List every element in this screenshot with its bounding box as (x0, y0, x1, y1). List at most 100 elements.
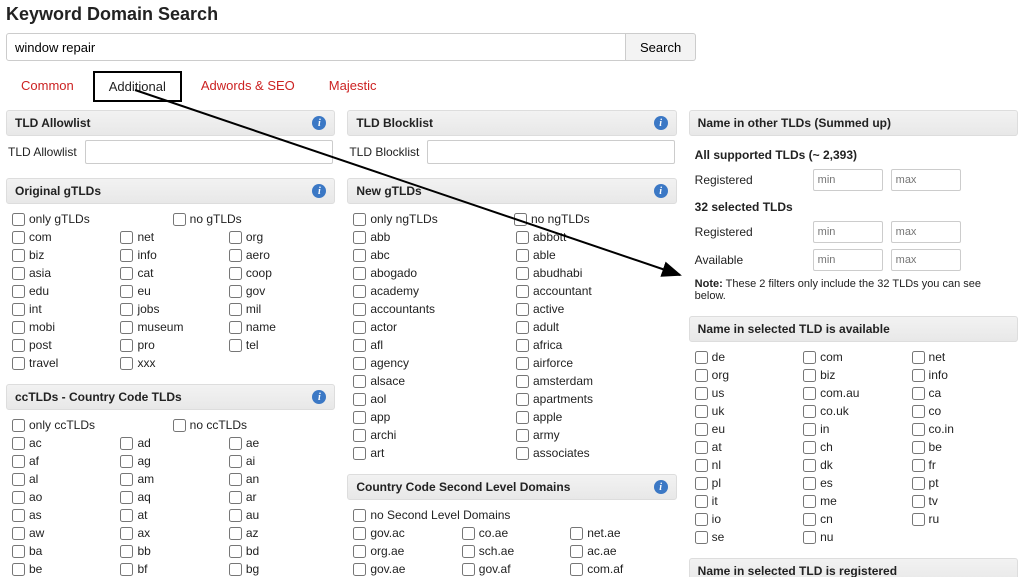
gtld-aero[interactable]: aero (227, 246, 331, 264)
avail-it[interactable]: it (693, 492, 797, 510)
gtld-mobi[interactable]: mobi (10, 318, 114, 336)
ccsld-gov-ac[interactable]: gov.ac (351, 524, 455, 542)
avail-de[interactable]: de (693, 348, 797, 366)
avail-nu[interactable]: nu (801, 528, 905, 546)
avail-uk[interactable]: uk (693, 402, 797, 420)
ccsld-gov-ae[interactable]: gov.ae (351, 560, 455, 577)
ngtld-adult[interactable]: adult (514, 318, 673, 336)
ccsld-com-af[interactable]: com.af (568, 560, 672, 577)
no-cctlds[interactable]: no ccTLDs (171, 416, 332, 434)
info-icon[interactable]: i (654, 116, 668, 130)
ccsld-net-ae[interactable]: net.ae (568, 524, 672, 542)
cctld-ba[interactable]: ba (10, 542, 114, 560)
avail-co-uk[interactable]: co.uk (801, 402, 905, 420)
cctld-ai[interactable]: ai (227, 452, 331, 470)
ngtld-aol[interactable]: aol (351, 390, 510, 408)
info-icon[interactable]: i (312, 116, 326, 130)
cctld-as[interactable]: as (10, 506, 114, 524)
ccsld-org-ae[interactable]: org.ae (351, 542, 455, 560)
gtld-mil[interactable]: mil (227, 300, 331, 318)
gtld-gov[interactable]: gov (227, 282, 331, 300)
gtld-asia[interactable]: asia (10, 264, 114, 282)
search-button[interactable]: Search (626, 33, 696, 61)
cctld-ac[interactable]: ac (10, 434, 114, 452)
avail-io[interactable]: io (693, 510, 797, 528)
ngtld-abogado[interactable]: abogado (351, 264, 510, 282)
sum-sel-reg-min[interactable] (813, 221, 883, 243)
cctld-ao[interactable]: ao (10, 488, 114, 506)
cctld-al[interactable]: al (10, 470, 114, 488)
gtld-post[interactable]: post (10, 336, 114, 354)
sum-sel-reg-max[interactable] (891, 221, 961, 243)
no-sld[interactable]: no Second Level Domains (351, 506, 512, 524)
ngtld-afl[interactable]: afl (351, 336, 510, 354)
ngtld-alsace[interactable]: alsace (351, 372, 510, 390)
gtld-edu[interactable]: edu (10, 282, 114, 300)
info-icon[interactable]: i (312, 390, 326, 404)
avail-eu[interactable]: eu (693, 420, 797, 438)
avail-fr[interactable]: fr (910, 456, 1014, 474)
ngtld-accountants[interactable]: accountants (351, 300, 510, 318)
allowlist-input[interactable] (85, 140, 334, 164)
gtld-tel[interactable]: tel (227, 336, 331, 354)
ngtld-africa[interactable]: africa (514, 336, 673, 354)
cctld-ad[interactable]: ad (118, 434, 222, 452)
cctld-ax[interactable]: ax (118, 524, 222, 542)
avail-me[interactable]: me (801, 492, 905, 510)
sum-all-reg-max[interactable] (891, 169, 961, 191)
cctld-aw[interactable]: aw (10, 524, 114, 542)
gtld-museum[interactable]: museum (118, 318, 222, 336)
cctld-ar[interactable]: ar (227, 488, 331, 506)
avail-net[interactable]: net (910, 348, 1014, 366)
ccsld-ac-ae[interactable]: ac.ae (568, 542, 672, 560)
only-ngtlds[interactable]: only ngTLDs (351, 210, 512, 228)
avail-in[interactable]: in (801, 420, 905, 438)
sum-all-reg-min[interactable] (813, 169, 883, 191)
gtld-eu[interactable]: eu (118, 282, 222, 300)
avail-at[interactable]: at (693, 438, 797, 456)
only-gtlds[interactable]: only gTLDs (10, 210, 171, 228)
avail-co-in[interactable]: co.in (910, 420, 1014, 438)
avail-org[interactable]: org (693, 366, 797, 384)
info-icon[interactable]: i (654, 480, 668, 494)
gtld-net[interactable]: net (118, 228, 222, 246)
avail-pl[interactable]: pl (693, 474, 797, 492)
ccsld-gov-af[interactable]: gov.af (460, 560, 564, 577)
avail-dk[interactable]: dk (801, 456, 905, 474)
avail-biz[interactable]: biz (801, 366, 905, 384)
sum-sel-avail-max[interactable] (891, 249, 961, 271)
avail-com-au[interactable]: com.au (801, 384, 905, 402)
gtld-org[interactable]: org (227, 228, 331, 246)
tab-common[interactable]: Common (6, 71, 89, 102)
cctld-bb[interactable]: bb (118, 542, 222, 560)
avail-info[interactable]: info (910, 366, 1014, 384)
blocklist-input[interactable] (427, 140, 674, 164)
avail-us[interactable]: us (693, 384, 797, 402)
ngtld-active[interactable]: active (514, 300, 673, 318)
ngtld-able[interactable]: able (514, 246, 673, 264)
avail-ca[interactable]: ca (910, 384, 1014, 402)
avail-be[interactable]: be (910, 438, 1014, 456)
gtld-name[interactable]: name (227, 318, 331, 336)
avail-se[interactable]: se (693, 528, 797, 546)
gtld-info[interactable]: info (118, 246, 222, 264)
gtld-travel[interactable]: travel (10, 354, 114, 372)
avail-nl[interactable]: nl (693, 456, 797, 474)
ngtld-associates[interactable]: associates (514, 444, 673, 462)
ngtld-archi[interactable]: archi (351, 426, 510, 444)
info-icon[interactable]: i (312, 184, 326, 198)
avail-tv[interactable]: tv (910, 492, 1014, 510)
cctld-ag[interactable]: ag (118, 452, 222, 470)
cctld-af[interactable]: af (10, 452, 114, 470)
gtld-jobs[interactable]: jobs (118, 300, 222, 318)
tab-adwords-seo[interactable]: Adwords & SEO (186, 71, 310, 102)
ccsld-co-ae[interactable]: co.ae (460, 524, 564, 542)
ngtld-accountant[interactable]: accountant (514, 282, 673, 300)
avail-cn[interactable]: cn (801, 510, 905, 528)
avail-ru[interactable]: ru (910, 510, 1014, 528)
ngtld-apple[interactable]: apple (514, 408, 673, 426)
cctld-be[interactable]: be (10, 560, 114, 577)
ngtld-abc[interactable]: abc (351, 246, 510, 264)
cctld-bd[interactable]: bd (227, 542, 331, 560)
gtld-com[interactable]: com (10, 228, 114, 246)
